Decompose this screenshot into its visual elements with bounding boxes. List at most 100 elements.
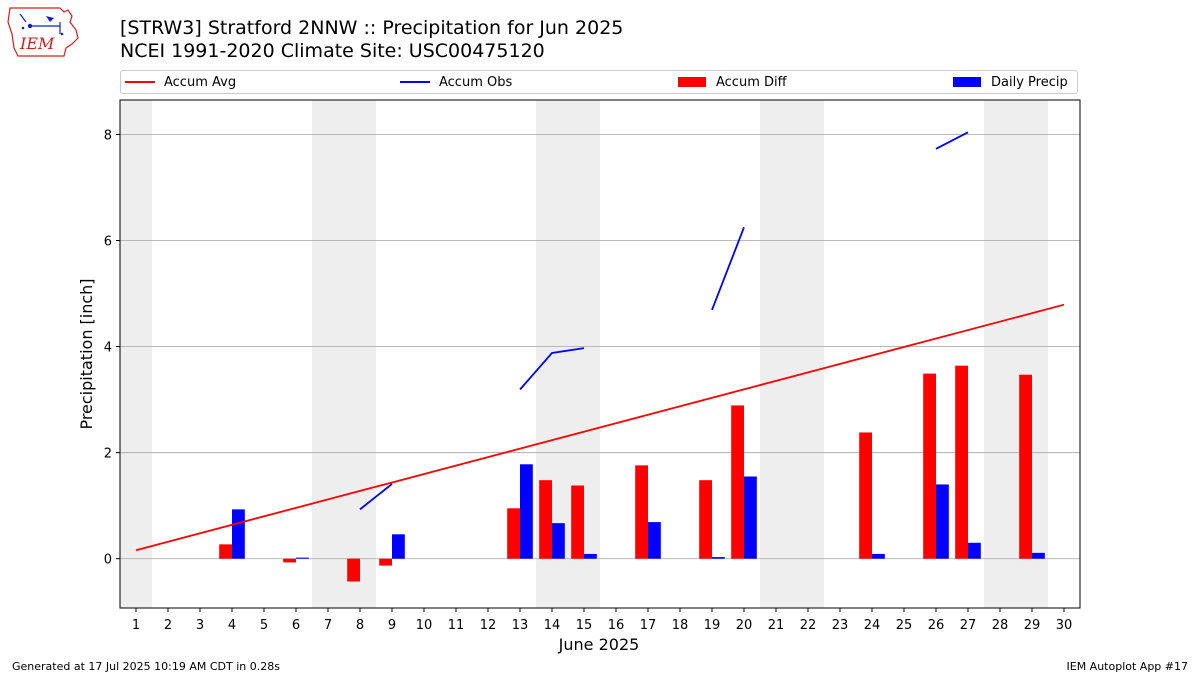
x-tick-label-9: 9 (388, 618, 396, 633)
line-accum-obs-segment-3 (711, 226, 745, 311)
bar-accum-diff-26 (923, 373, 936, 559)
x-tick-label-6: 6 (292, 618, 300, 633)
bar-daily-precip-14 (552, 523, 565, 559)
legend-item-accum-obs: Accum Obs (400, 71, 512, 93)
weekend-band-1 (120, 100, 152, 608)
x-tick-label-29: 29 (1024, 618, 1041, 633)
bar-accum-diff-6 (283, 558, 296, 563)
line-accum-obs-segment-2 (519, 347, 585, 391)
legend-swatch-daily-precip (953, 77, 981, 87)
weekend-band-22 (792, 100, 824, 608)
bar-accum-diff-24 (859, 432, 872, 559)
x-tick-label-12: 12 (480, 618, 497, 633)
bar-daily-precip-13 (520, 464, 533, 559)
x-tick-label-22: 22 (800, 618, 817, 633)
y-tick-label-2: 2 (104, 447, 112, 462)
y-tick-label-6: 6 (104, 235, 112, 250)
chart-subtitle: NCEI 1991-2020 Climate Site: USC00475120 (120, 40, 545, 62)
bar-daily-precip-15 (584, 553, 597, 559)
line-accum-avg (135, 303, 1065, 552)
weekend-band-21 (760, 100, 792, 608)
logo-text: IEM (19, 34, 55, 53)
bar-accum-diff-17 (635, 465, 648, 559)
x-tick-label-28: 28 (992, 618, 1009, 633)
bar-daily-precip-17 (648, 522, 661, 559)
generated-timestamp: Generated at 17 Jul 2025 10:19 AM CDT in… (12, 660, 280, 673)
legend-swatch-accum-avg (125, 81, 155, 83)
legend-item-accum-diff: Accum Diff (678, 71, 787, 93)
bar-accum-diff-13 (507, 508, 520, 559)
bar-daily-precip-19 (712, 557, 725, 559)
x-tick-label-25: 25 (896, 618, 913, 633)
bar-accum-diff-15 (571, 485, 584, 559)
weekend-band-28 (984, 100, 1016, 608)
bar-daily-precip-4 (232, 509, 245, 559)
x-tick-label-26: 26 (928, 618, 945, 633)
y-tick-label-8: 8 (104, 128, 112, 143)
bar-daily-precip-24 (872, 553, 885, 559)
x-tick-label-19: 19 (704, 618, 721, 633)
legend-swatch-accum-obs (400, 81, 430, 83)
legend-label-accum-obs: Accum Obs (439, 74, 513, 90)
legend: Accum Avg Accum Obs Accum Diff Daily Pre… (120, 70, 1078, 94)
x-axis-label: June 2025 (558, 635, 640, 654)
x-tick-label-8: 8 (356, 618, 364, 633)
bar-accum-diff-4 (219, 544, 232, 559)
line-accum-obs-segment-1 (359, 483, 393, 511)
axes: 1 2 3 4 5 6 7 8 9 10 11 12 13 14 15 16 17 18 19 20 21 22 23 24 2… (104, 99, 1081, 633)
bar-accum-diff-14 (539, 480, 552, 559)
x-tick-label-17: 17 (640, 618, 657, 633)
x-tick-label-30: 30 (1056, 618, 1073, 633)
x-tick-label-18: 18 (672, 618, 689, 633)
legend-item-daily-precip: Daily Precip (953, 71, 1068, 93)
legend-label-accum-diff: Accum Diff (716, 74, 787, 90)
bar-accum-diff-29 (1019, 374, 1032, 559)
plot-frame (119, 99, 1081, 609)
bar-accum-diff-19 (699, 480, 712, 559)
bar-daily-precip-6 (296, 557, 309, 559)
x-tick-label-16: 16 (608, 618, 625, 633)
y-axis-label: Precipitation [inch] (77, 278, 96, 429)
x-tick-label-7: 7 (324, 618, 332, 633)
bar-daily-precip-26 (936, 484, 949, 559)
x-tick-label-11: 11 (448, 618, 465, 633)
bar-accum-diff-27 (955, 365, 968, 559)
chart-title: [STRW3] Stratford 2NNW :: Precipitation … (120, 17, 624, 39)
x-tick-label-2: 2 (164, 618, 172, 633)
x-tick-label-13: 13 (512, 618, 529, 633)
y-tick-label-0: 0 (104, 553, 112, 568)
bar-accum-diff-20 (731, 405, 744, 559)
x-tick-label-23: 23 (832, 618, 849, 633)
iem-logo: IEM (7, 7, 79, 57)
x-tick-label-27: 27 (960, 618, 977, 633)
bar-daily-precip-20 (744, 476, 757, 559)
y-tick-label-4: 4 (104, 341, 112, 356)
bar-accum-diff-8 (347, 558, 360, 582)
x-tick-label-20: 20 (736, 618, 753, 633)
weekend-band-7 (312, 100, 344, 608)
bar-daily-precip-29 (1032, 552, 1045, 559)
x-tick-label-15: 15 (576, 618, 593, 633)
legend-swatch-accum-diff (678, 77, 706, 87)
x-tick-label-3: 3 (196, 618, 204, 633)
x-tick-label-14: 14 (544, 618, 561, 633)
legend-label-daily-precip: Daily Precip (991, 74, 1068, 90)
line-accum-obs-segment-4 (935, 131, 969, 150)
bar-series (219, 365, 1045, 582)
legend-label-accum-avg: Accum Avg (164, 74, 237, 90)
x-tick-label-5: 5 (260, 618, 268, 633)
y-gridlines (120, 134, 1080, 560)
x-tick-label-21: 21 (768, 618, 785, 633)
x-tick-label-24: 24 (864, 618, 881, 633)
x-tick-label-4: 4 (228, 618, 236, 633)
legend-item-accum-avg: Accum Avg (125, 71, 236, 93)
bar-daily-precip-27 (968, 542, 981, 559)
x-tick-label-1: 1 (132, 618, 140, 633)
bar-accum-diff-9 (379, 558, 392, 566)
x-tick-label-10: 10 (416, 618, 433, 633)
weekend-band-8 (344, 100, 376, 608)
bar-daily-precip-9 (392, 534, 405, 559)
line-series (135, 131, 1065, 552)
autoplot-app-id: IEM Autoplot App #17 (1066, 660, 1189, 673)
